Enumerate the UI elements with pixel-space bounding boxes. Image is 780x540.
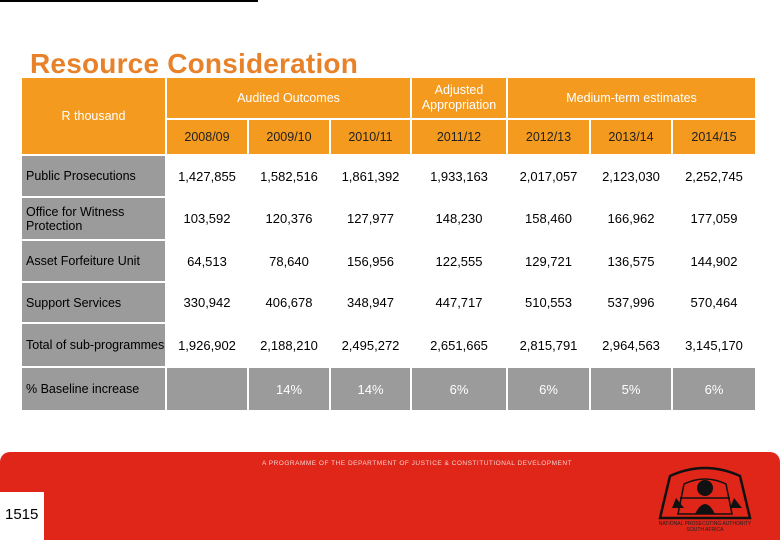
table-cell: 177,059 <box>673 198 755 239</box>
row-label: Support Services <box>22 283 165 322</box>
table-cell: 122,555 <box>412 241 506 281</box>
table-cell: 2,651,665 <box>412 324 506 366</box>
row-label: Asset Forfeiture Unit <box>22 241 165 281</box>
logo-name: NATIONAL PROSECUTING AUTHORITY <box>658 521 752 527</box>
table-cell: 447,717 <box>412 283 506 322</box>
table-cell: 5% <box>591 368 671 410</box>
table-cell <box>167 368 247 410</box>
footer-bar <box>0 452 780 540</box>
year-header: 2014/15 <box>673 120 755 154</box>
table-cell: 1,933,163 <box>412 156 506 196</box>
table-cell: 2,188,210 <box>249 324 329 366</box>
table-cell: 2,964,563 <box>591 324 671 366</box>
footer-tagline: A PROGRAMME OF THE DEPARTMENT OF JUSTICE… <box>262 460 573 467</box>
table-cell: 1,926,902 <box>167 324 247 366</box>
table-cell: 2,495,272 <box>331 324 410 366</box>
logo-caption: NATIONAL PROSECUTING AUTHORITY SOUTH AFR… <box>655 521 755 533</box>
table-cell: 570,464 <box>673 283 755 322</box>
group-adjusted-appropriation: Adjusted Appropriation <box>412 78 506 118</box>
table-cell: 103,592 <box>167 198 247 239</box>
table-cell: 3,145,170 <box>673 324 755 366</box>
row-label: % Baseline increase <box>22 368 165 410</box>
table-cell: 158,460 <box>508 198 589 239</box>
table-cell: 537,996 <box>591 283 671 322</box>
table-cell: 14% <box>331 368 410 410</box>
table-cell: 330,942 <box>167 283 247 322</box>
table-cell: 14% <box>249 368 329 410</box>
table-cell: 510,553 <box>508 283 589 322</box>
table-cell: 120,376 <box>249 198 329 239</box>
table-cell: 129,721 <box>508 241 589 281</box>
table-cell: 78,640 <box>249 241 329 281</box>
table-cell: 156,956 <box>331 241 410 281</box>
year-header: 2012/13 <box>508 120 589 154</box>
year-header: 2013/14 <box>591 120 671 154</box>
table-cell: 148,230 <box>412 198 506 239</box>
year-header: 2008/09 <box>167 120 247 154</box>
year-header: 2010/11 <box>331 120 410 154</box>
group-medium-term: Medium-term estimates <box>508 78 755 118</box>
year-header: 2009/10 <box>249 120 329 154</box>
table-cell: 136,575 <box>591 241 671 281</box>
table-cell: 2,017,057 <box>508 156 589 196</box>
row-label: Public Prosecutions <box>22 156 165 196</box>
table-cell: 64,513 <box>167 241 247 281</box>
page-title: Resource Consideration <box>30 48 359 79</box>
table-cell: 1,582,516 <box>249 156 329 196</box>
table-cell: 144,902 <box>673 241 755 281</box>
resource-table: R thousand Audited Outcomes Adjusted App… <box>22 78 755 410</box>
page-number-box <box>0 492 44 540</box>
group-audited-outcomes: Audited Outcomes <box>167 78 410 118</box>
table-cell: 166,962 <box>591 198 671 239</box>
table-cell: 2,123,030 <box>591 156 671 196</box>
top-rule <box>0 0 258 2</box>
table-cell: 6% <box>412 368 506 410</box>
table-cell: 2,252,745 <box>673 156 755 196</box>
table-cell: 2,815,791 <box>508 324 589 366</box>
table-cell: 6% <box>508 368 589 410</box>
table-cell: 6% <box>673 368 755 410</box>
page-number: 1515 <box>5 506 39 523</box>
row-label: Office for Witness Protection <box>22 198 165 239</box>
row-header-label: R thousand <box>22 78 165 154</box>
npa-logo-icon <box>658 466 752 520</box>
table-cell: 1,427,855 <box>167 156 247 196</box>
table-cell: 127,977 <box>331 198 410 239</box>
year-header: 2011/12 <box>412 120 506 154</box>
table-cell: 348,947 <box>331 283 410 322</box>
row-label: Total of sub-programmes <box>22 324 165 366</box>
table-cell: 1,861,392 <box>331 156 410 196</box>
logo-sub: SOUTH AFRICA <box>686 527 724 533</box>
table-cell: 406,678 <box>249 283 329 322</box>
